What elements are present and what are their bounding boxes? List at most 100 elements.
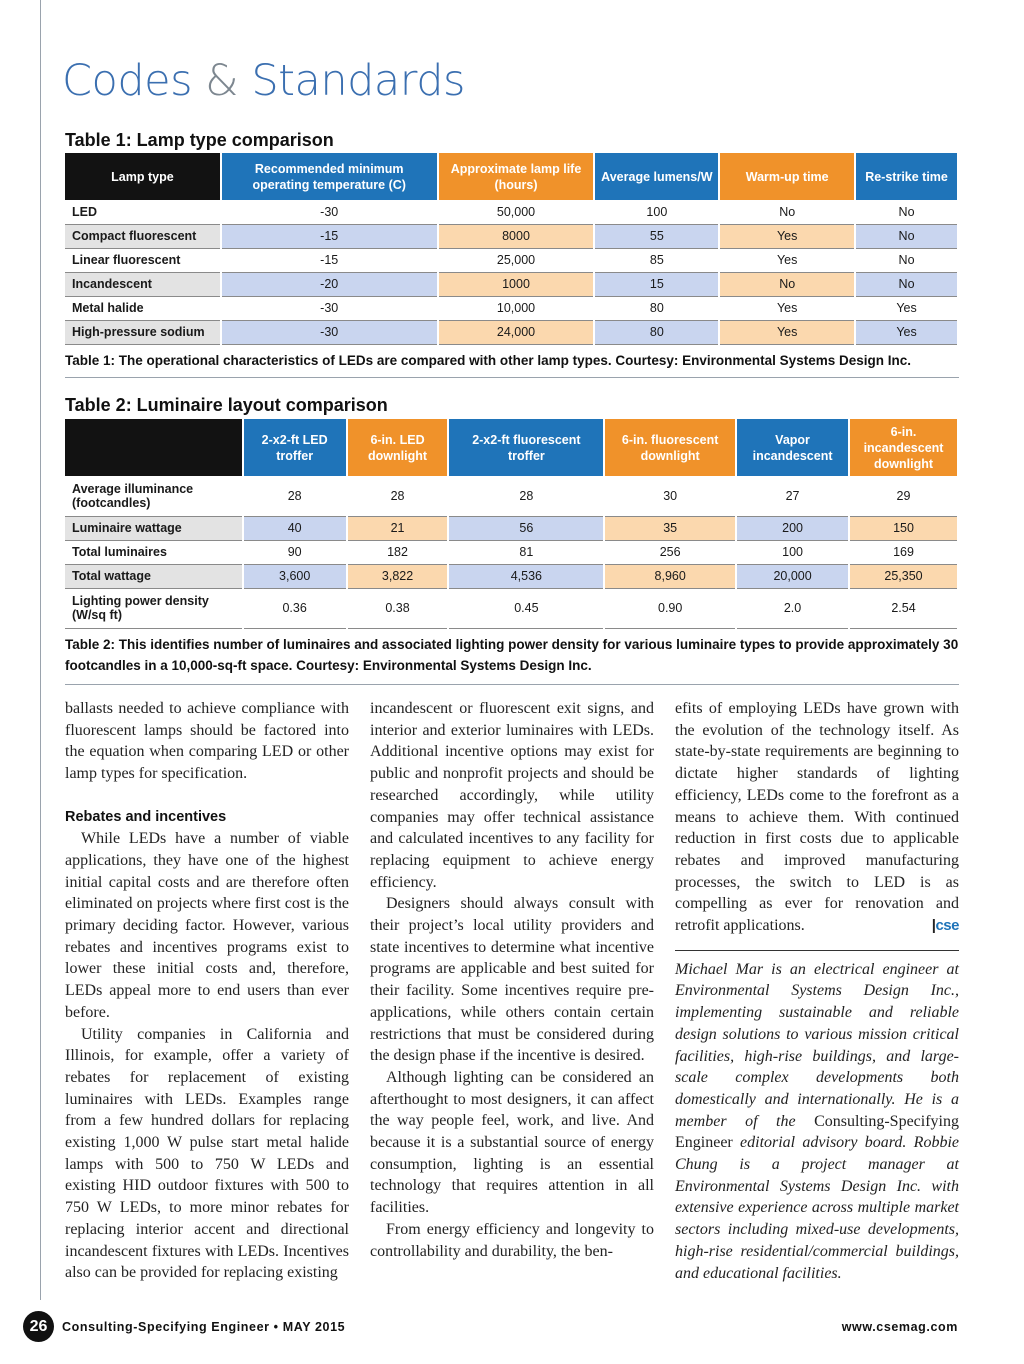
table-cell: 80 [594, 320, 721, 345]
table-cell: 10,000 [437, 296, 596, 321]
table-cell: 15 [594, 272, 721, 297]
table-row: Linear fluorescent -15 25,000 85 Yes No [65, 248, 959, 273]
footer-publication: Consulting-Specifying Engineer • MAY 201… [62, 1320, 346, 1334]
table1-lamp-comparison: Lamp type Recommended minimum operating … [65, 153, 959, 345]
table-cell: 150 [849, 516, 959, 541]
table-cell: 30 [604, 476, 738, 517]
table-cell: 1000 [437, 272, 596, 297]
table-cell: Linear fluorescent [65, 248, 222, 273]
table-cell: 100 [736, 540, 851, 565]
table-cell: Lighting power density (W/sq ft) [65, 588, 244, 629]
table1-header: Lamp type [65, 153, 222, 200]
table2-header: 2-x2-ft fluorescent troffer [448, 419, 606, 476]
table-cell: 256 [604, 540, 738, 565]
table-cell: No [855, 224, 959, 249]
table-cell: Metal halide [65, 296, 222, 321]
table-cell: 56 [448, 516, 606, 541]
table-cell: 25,000 [437, 248, 596, 273]
paragraph-text: efits of employing LEDs have grown with … [675, 700, 959, 935]
table-cell: 24,000 [437, 320, 596, 345]
table-cell: 3,822 [346, 564, 450, 589]
table1-header: Re-strike time [855, 153, 959, 200]
table-cell: 0.38 [346, 588, 450, 629]
table-row: Total luminaires 90 182 81 256 100 169 [65, 540, 959, 565]
table-cell: Yes [855, 296, 959, 321]
table-cell: 21 [346, 516, 450, 541]
table-cell: Yes [719, 224, 857, 249]
table2-header-row: 2-x2-ft LED troffer 6-in. LED downlight … [65, 419, 959, 476]
table2-header: 2-x2-ft LED troffer [242, 419, 348, 476]
table-row: Incandescent -20 1000 15 No No [65, 272, 959, 297]
table-cell: 35 [604, 516, 738, 541]
table-cell: High-pressure sodium [65, 320, 222, 345]
paragraph: Utility companies in California and Illi… [65, 1025, 349, 1282]
table-cell: -20 [220, 272, 439, 297]
table-row: Lighting power density (W/sq ft) 0.36 0.… [65, 588, 959, 629]
table-cell: Incandescent [65, 272, 222, 297]
table-cell: Yes [719, 296, 857, 321]
table-row: Compact fluorescent -15 8000 55 Yes No [65, 224, 959, 249]
table-cell: -30 [220, 320, 439, 345]
table2-header: 6-in. incandescent downlight [849, 419, 959, 476]
table-cell: No [855, 200, 959, 225]
publication-name: Consulting-Specifying Engineer [675, 1112, 959, 1152]
table1-header: Approximate lamp life (hours) [437, 153, 596, 200]
table-cell: 25,350 [849, 564, 959, 589]
table-cell: No [719, 200, 857, 225]
table-cell: No [855, 272, 959, 297]
table-cell: 81 [448, 540, 606, 565]
table-cell: -15 [220, 248, 439, 273]
paragraph: From energy efficiency and longevity to … [370, 1220, 654, 1260]
article-column-1: ballasts needed to achieve compliance wi… [65, 698, 349, 1284]
table-row: Total wattage 3,600 3,822 4,536 8,960 20… [65, 564, 959, 589]
table-cell: 4,536 [448, 564, 606, 589]
table-cell: No [855, 248, 959, 273]
table-cell: 85 [594, 248, 721, 273]
table-cell: Luminaire wattage [65, 516, 244, 541]
table-cell: Yes [855, 320, 959, 345]
table1-caption: Table 1: The operational characteristics… [65, 353, 911, 368]
section-title-codes: Codes [62, 56, 193, 106]
table-cell: 0.90 [604, 588, 738, 629]
table-cell: Average illuminance (footcandles) [65, 476, 244, 517]
table-cell: 0.36 [242, 588, 348, 629]
table2-header: 6-in. LED downlight [346, 419, 450, 476]
table1-header: Warm-up time [719, 153, 857, 200]
table2-header [65, 419, 244, 476]
section-title-ampersand: & [205, 56, 239, 106]
table-cell: LED [65, 200, 222, 225]
table-cell: 28 [242, 476, 348, 517]
table1-header: Recommended minimum operating temperatur… [220, 153, 439, 200]
table1-header: Average lumens/W [594, 153, 721, 200]
paragraph: efits of employing LEDs have grown with … [675, 698, 959, 937]
page-number-badge: 26 [23, 1311, 54, 1342]
table2-caption: Table 2: This identifies number of lumin… [65, 637, 959, 673]
table-cell: 50,000 [437, 200, 596, 225]
cse-end-mark-logo: |cse [931, 917, 960, 935]
table-row: Average illuminance (footcandles) 28 28 … [65, 476, 959, 517]
table-cell: -15 [220, 224, 439, 249]
table-cell: 80 [594, 296, 721, 321]
table-cell: 100 [594, 200, 721, 225]
table-cell: Total wattage [65, 564, 244, 589]
table2-luminaire-comparison: 2-x2-ft LED troffer 6-in. LED downlight … [65, 419, 959, 629]
article-column-3: efits of employing LEDs have grown with … [675, 698, 959, 1284]
table-cell: No [719, 272, 857, 297]
table-cell: 169 [849, 540, 959, 565]
table-cell: Total luminaires [65, 540, 244, 565]
table2-header: 6-in. fluorescent downlight [604, 419, 738, 476]
table-cell: -30 [220, 296, 439, 321]
bio-divider [675, 949, 959, 951]
table-cell: Yes [719, 248, 857, 273]
table-cell: 0.45 [448, 588, 606, 629]
margin-rule [40, 0, 41, 1300]
table-cell: 2.0 [736, 588, 851, 629]
table-cell: 8000 [437, 224, 596, 249]
table-cell: 29 [849, 476, 959, 517]
section-title-standards: Standards [251, 56, 465, 106]
paragraph: ballasts needed to achieve compliance wi… [65, 700, 349, 783]
table2-title: Table 2: Luminaire layout comparison [65, 395, 388, 415]
table2-header: Vapor incandescent [736, 419, 851, 476]
caption-divider [65, 377, 959, 378]
caption-divider [65, 684, 959, 685]
